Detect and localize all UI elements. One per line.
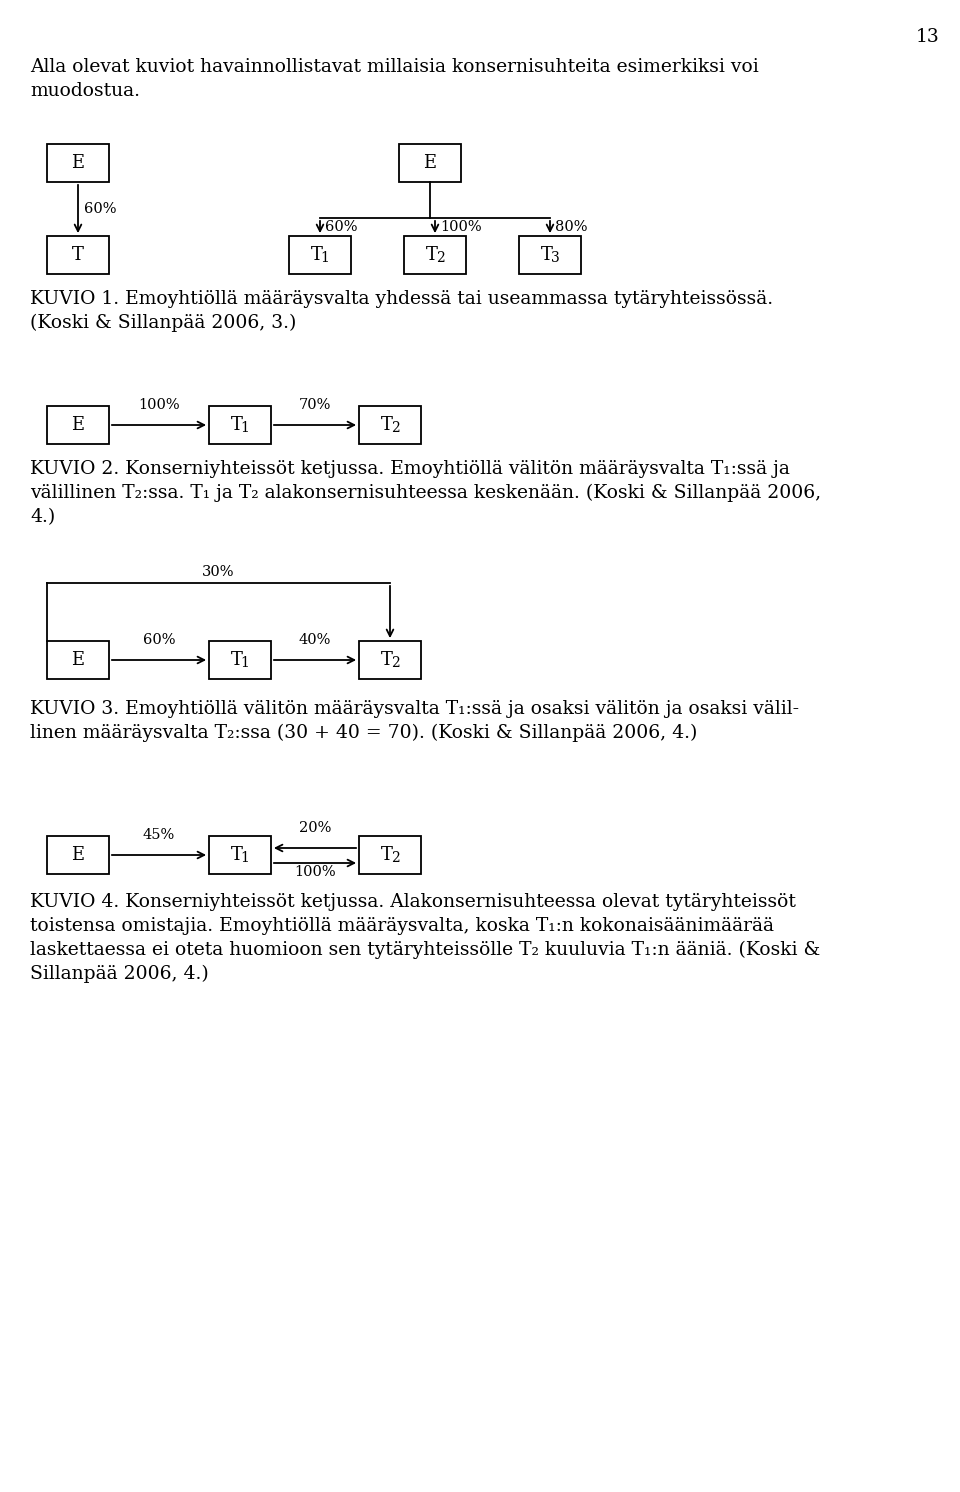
Text: Sillanpää 2006, 4.): Sillanpää 2006, 4.) [30, 965, 208, 983]
Text: 60%: 60% [143, 633, 176, 648]
Text: 30%: 30% [203, 565, 235, 579]
Text: KUVIO 1. Emoyhtiöllä määräysvalta yhdessä tai useammassa tytäryhteissössä.: KUVIO 1. Emoyhtiöllä määräysvalta yhdess… [30, 289, 773, 307]
Text: 4.): 4.) [30, 507, 56, 527]
Text: toistensa omistajia. Emoyhtiöllä määräysvalta, koska T₁:n kokonaisäänimäärää: toistensa omistajia. Emoyhtiöllä määräys… [30, 918, 774, 935]
Text: T: T [72, 246, 84, 264]
Text: muodostua.: muodostua. [30, 82, 140, 100]
Text: 100%: 100% [294, 865, 336, 879]
Bar [209, 642, 271, 679]
Bar [519, 236, 581, 275]
Bar [359, 642, 421, 679]
Text: 1: 1 [241, 850, 250, 865]
Text: E: E [71, 651, 84, 668]
Text: T: T [231, 846, 243, 864]
Bar [209, 406, 271, 445]
Text: (Koski & Sillanpää 2006, 3.): (Koski & Sillanpää 2006, 3.) [30, 313, 297, 333]
Text: 2: 2 [391, 850, 399, 865]
Text: 3: 3 [551, 251, 560, 266]
Bar [359, 836, 421, 874]
Bar [47, 642, 109, 679]
Text: 2: 2 [391, 656, 399, 670]
Bar [404, 236, 466, 275]
Text: 80%: 80% [555, 219, 588, 234]
Text: E: E [71, 846, 84, 864]
Bar [399, 145, 461, 182]
Bar [47, 406, 109, 445]
Text: T: T [231, 651, 243, 668]
Text: T: T [381, 651, 393, 668]
Text: 100%: 100% [440, 219, 482, 234]
Text: 45%: 45% [143, 828, 175, 841]
Text: 40%: 40% [299, 633, 331, 648]
Bar [289, 236, 351, 275]
Text: KUVIO 2. Konserniyhteissöt ketjussa. Emoyhtiöllä välitön määräysvalta T₁:ssä ja: KUVIO 2. Konserniyhteissöt ketjussa. Emo… [30, 460, 790, 477]
Text: T: T [381, 846, 393, 864]
Text: 100%: 100% [138, 398, 180, 412]
Text: 1: 1 [241, 421, 250, 436]
Text: 70%: 70% [299, 398, 331, 412]
Text: T: T [541, 246, 553, 264]
Text: 2: 2 [436, 251, 444, 266]
Text: KUVIO 4. Konserniyhteissöt ketjussa. Alakonsernisuhteessa olevat tytäryhteissöt: KUVIO 4. Konserniyhteissöt ketjussa. Ala… [30, 894, 796, 912]
Text: E: E [423, 154, 437, 172]
Bar [359, 406, 421, 445]
Text: E: E [71, 154, 84, 172]
Text: T: T [311, 246, 323, 264]
Text: E: E [71, 416, 84, 434]
Text: 60%: 60% [84, 201, 116, 216]
Text: T: T [231, 416, 243, 434]
Text: välillinen T₂:ssa. T₁ ja T₂ alakonsernisuhteessa keskenään. (Koski & Sillanpää 2: välillinen T₂:ssa. T₁ ja T₂ alakonsernis… [30, 483, 821, 503]
Text: 20%: 20% [299, 821, 331, 836]
Bar [47, 836, 109, 874]
Text: 1: 1 [241, 656, 250, 670]
Text: Alla olevat kuviot havainnollistavat millaisia konsernisuhteita esimerkiksi voi: Alla olevat kuviot havainnollistavat mil… [30, 58, 758, 76]
Text: T: T [426, 246, 438, 264]
Text: 60%: 60% [325, 219, 357, 234]
Text: laskettaessa ei oteta huomioon sen tytäryhteissölle T₂ kuuluvia T₁:n ääniä. (Kos: laskettaessa ei oteta huomioon sen tytär… [30, 941, 820, 959]
Text: linen määräysvalta T₂:ssa (30 + 40 = 70). (Koski & Sillanpää 2006, 4.): linen määräysvalta T₂:ssa (30 + 40 = 70)… [30, 724, 697, 742]
Bar [47, 145, 109, 182]
Bar [47, 236, 109, 275]
Bar [209, 836, 271, 874]
Text: T: T [381, 416, 393, 434]
Text: 13: 13 [916, 28, 940, 46]
Text: 2: 2 [391, 421, 399, 436]
Text: 1: 1 [321, 251, 329, 266]
Text: KUVIO 3. Emoyhtiöllä välitön määräysvalta T₁:ssä ja osaksi välitön ja osaksi väl: KUVIO 3. Emoyhtiöllä välitön määräysvalt… [30, 700, 799, 718]
